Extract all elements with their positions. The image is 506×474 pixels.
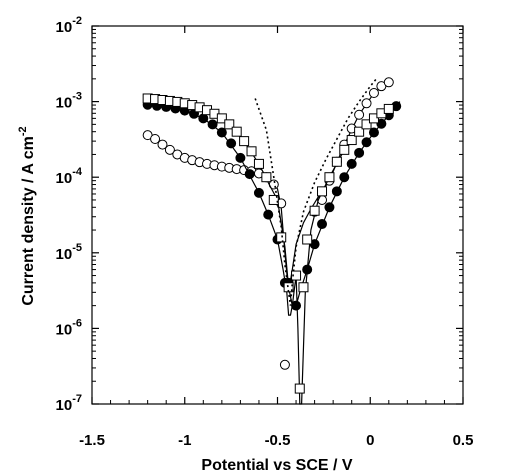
open-square-point — [302, 234, 313, 245]
plot-frame — [91, 25, 464, 405]
y-tick-label: 10-2 — [56, 15, 82, 36]
filled-circle-point — [368, 127, 379, 138]
open-square-point — [216, 113, 227, 124]
filled-circle-point — [198, 113, 209, 124]
filled-circle-point — [226, 138, 237, 149]
y-axis-title-sup: -2 — [17, 126, 29, 136]
y-tick-base: 10 — [56, 170, 73, 187]
y-tick-exp: -6 — [72, 317, 82, 329]
x-axis-ticks: -1.5 -1 -0.5 0 0.5 — [79, 26, 473, 449]
series-layer — [142, 76, 402, 405]
open-circle-point — [164, 144, 175, 155]
y-tick-label: 10-5 — [56, 242, 82, 263]
y-tick-base: 10 — [56, 321, 73, 338]
x-tick-label: -1 — [178, 432, 191, 449]
open-square-point — [268, 194, 279, 205]
y-tick-base: 10 — [56, 95, 73, 112]
open-square-point — [346, 135, 357, 146]
x-axis-title: Potential vs SCE / V — [201, 457, 352, 474]
open-square-point — [239, 136, 250, 147]
open-square-point — [317, 186, 328, 197]
open-square-point — [224, 119, 235, 130]
open-circle-point — [150, 134, 161, 145]
y-tick-base: 10 — [56, 246, 73, 263]
open-square-point — [294, 383, 305, 394]
filled-circle-point — [235, 152, 246, 163]
x-tick-label: -1.5 — [79, 432, 105, 449]
open-square-point — [253, 158, 264, 169]
filled-circle-point — [339, 172, 350, 183]
y-tick-label: 10-7 — [56, 393, 82, 414]
open-circle-point — [157, 139, 168, 150]
y-tick-exp: -2 — [72, 15, 82, 27]
filled-circle-point — [354, 147, 365, 158]
y-tick-exp: -3 — [72, 91, 82, 103]
x-tick-label: -0.5 — [265, 432, 291, 449]
open-square-point — [383, 103, 394, 114]
filled-circle-point — [331, 186, 342, 197]
y-tick-base: 10 — [56, 19, 73, 36]
open-circle-point — [383, 77, 394, 88]
open-square-point — [246, 146, 257, 157]
open-circle-point — [368, 87, 379, 98]
open-square-point — [339, 144, 350, 155]
filled-circle-point — [216, 127, 227, 138]
open-square-point — [324, 172, 335, 183]
filled-circle-point — [376, 118, 387, 129]
open-circle-point — [354, 109, 365, 120]
open-square-point — [298, 282, 309, 293]
y-tick-base: 10 — [56, 397, 73, 414]
series-4-line — [254, 76, 379, 306]
y-axis-title: Current density / A cm-2 — [17, 126, 37, 305]
filled-circle-point — [253, 187, 264, 198]
open-square-point — [261, 172, 272, 183]
open-square-point — [331, 156, 342, 167]
filled-circle-point — [324, 202, 335, 213]
filled-circle-point — [346, 158, 357, 169]
y-axis-ticks: 10-710-610-510-410-310-2 — [56, 15, 463, 414]
open-square-point — [276, 232, 287, 243]
filled-circle-point — [263, 209, 274, 220]
open-square-point — [309, 205, 320, 216]
y-tick-exp: -5 — [72, 242, 82, 254]
filled-circle-point — [317, 219, 328, 230]
open-circle-point — [361, 98, 372, 109]
open-square-point — [361, 119, 372, 130]
filled-circle-point — [291, 300, 302, 311]
y-tick-exp: -4 — [72, 166, 83, 178]
series-2-line — [147, 101, 401, 316]
y-axis-title-main: Current density / A cm — [20, 136, 37, 306]
open-circle-point — [279, 359, 290, 370]
filled-circle-point — [244, 169, 255, 180]
filled-circle-point — [207, 119, 218, 130]
x-tick-label: 0 — [366, 432, 374, 449]
y-tick-label: 10-6 — [56, 317, 82, 338]
x-tick-label: 0.5 — [453, 432, 474, 449]
y-tick-label: 10-4 — [56, 166, 83, 187]
open-square-point — [368, 113, 379, 124]
y-tick-label: 10-3 — [56, 91, 82, 112]
open-square-point — [231, 126, 242, 137]
open-square-point — [354, 126, 365, 137]
y-tick-exp: -7 — [72, 393, 82, 405]
filled-circle-point — [361, 137, 372, 148]
open-square-point — [291, 270, 302, 281]
